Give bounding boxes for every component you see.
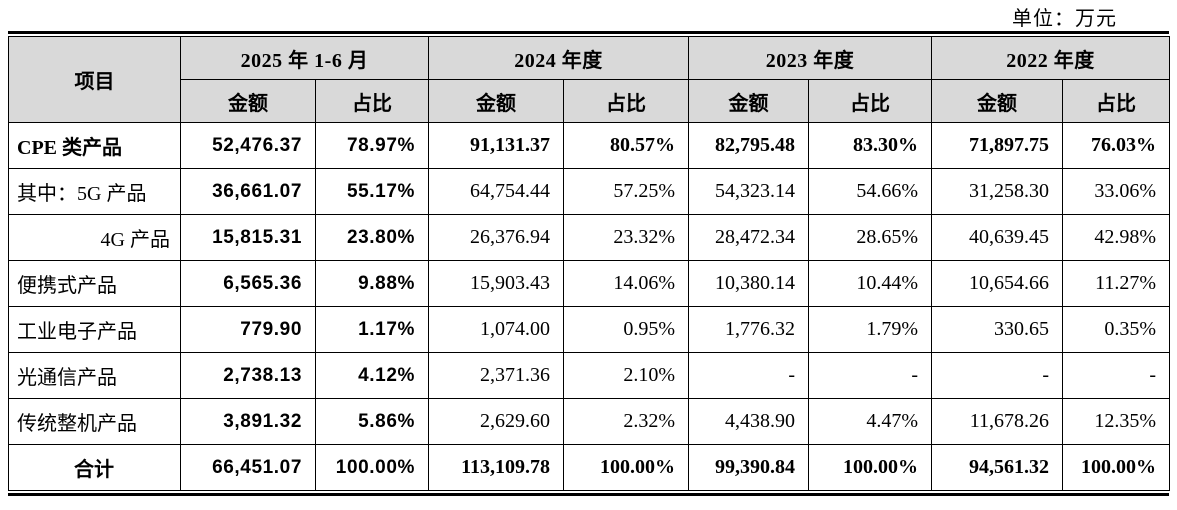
row-label: 合计: [8, 444, 181, 491]
amount-cell-2022: 71,897.75: [931, 122, 1064, 169]
amount-cell-2025h1: 2,738.13: [180, 352, 316, 399]
ratio-cell-2025h1: 1.17%: [314, 306, 430, 353]
row-label: 其中：5G 产品: [8, 168, 181, 215]
item-column-header: 项目: [8, 36, 181, 123]
year-header-2025h1: 2025 年 1-6 月: [179, 36, 430, 80]
amount-cell-2022: 10,654.66: [931, 260, 1064, 307]
ratio-cell-2024: 57.25%: [563, 168, 690, 215]
ratio-cell-2023: 1.79%: [808, 306, 933, 353]
amount-cell-2023: 28,472.34: [688, 214, 810, 261]
amount-cell-2023: 54,323.14: [688, 168, 810, 215]
amount-cell-2024: 26,376.94: [428, 214, 565, 261]
ratio-cell-2022: 12.35%: [1062, 398, 1171, 445]
ratio-cell-2022: 42.98%: [1062, 214, 1171, 261]
amount-cell-2025h1: 779.90: [180, 306, 316, 353]
ratio-header-2022: 占比: [1062, 79, 1171, 123]
ratio-cell-2024: 2.32%: [563, 398, 690, 445]
amount-cell-2024: 1,074.00: [428, 306, 565, 353]
amount-cell-2024: 15,903.43: [428, 260, 565, 307]
amount-cell-2025h1: 36,661.07: [180, 168, 316, 215]
ratio-cell-2022: 100.00%: [1062, 444, 1171, 491]
ratio-cell-2023: 100.00%: [808, 444, 933, 491]
ratio-cell-2023: 10.44%: [808, 260, 933, 307]
ratio-cell-2025h1: 100.00%: [314, 444, 430, 491]
amount-cell-2024: 2,371.36: [428, 352, 565, 399]
ratio-cell-2022: 76.03%: [1062, 122, 1171, 169]
header-row-years: 项目 2025 年 1-6 月 2024 年度 2023 年度 2022 年度: [8, 36, 1171, 123]
amount-cell-2025h1: 52,476.37: [180, 122, 316, 169]
table-row-legacy: 传统整机产品 3,891.32 5.86% 2,629.60 2.32% 4,4…: [8, 398, 1171, 445]
row-label: 光通信产品: [8, 352, 181, 399]
ratio-cell-2023: 54.66%: [808, 168, 933, 215]
row-label: CPE 类产品: [8, 122, 181, 169]
amount-cell-2022: 94,561.32: [931, 444, 1064, 491]
amount-cell-2022: -: [931, 352, 1064, 399]
amount-cell-2024: 2,629.60: [428, 398, 565, 445]
amount-cell-2023: 10,380.14: [688, 260, 810, 307]
ratio-cell-2023: -: [808, 352, 933, 399]
amount-cell-2023: 1,776.32: [688, 306, 810, 353]
ratio-cell-2024: 0.95%: [563, 306, 690, 353]
table-row-portable: 便携式产品 6,565.36 9.88% 15,903.43 14.06% 10…: [8, 260, 1171, 307]
row-label: 传统整机产品: [8, 398, 181, 445]
amount-cell-2023: 82,795.48: [688, 122, 810, 169]
ratio-cell-2022: -: [1062, 352, 1171, 399]
ratio-cell-2022: 0.35%: [1062, 306, 1171, 353]
ratio-cell-2023: 83.30%: [808, 122, 933, 169]
amount-cell-2024: 113,109.78: [428, 444, 565, 491]
ratio-header-2025h1: 占比: [314, 79, 430, 123]
amount-header-2022: 金额: [931, 79, 1064, 123]
row-label: 工业电子产品: [8, 306, 181, 353]
amount-cell-2025h1: 3,891.32: [180, 398, 316, 445]
ratio-cell-2025h1: 9.88%: [314, 260, 430, 307]
amount-cell-2023: 4,438.90: [688, 398, 810, 445]
ratio-header-2024: 占比: [563, 79, 690, 123]
ratio-cell-2025h1: 78.97%: [314, 122, 430, 169]
year-header-2023: 2023 年度: [688, 36, 933, 80]
revenue-composition-table: 项目 2025 年 1-6 月 2024 年度 2023 年度 2022 年度 …: [8, 36, 1171, 491]
ratio-cell-2022: 11.27%: [1062, 260, 1171, 307]
amount-cell-2023: 99,390.84: [688, 444, 810, 491]
amount-cell-2024: 91,131.37: [428, 122, 565, 169]
amount-cell-2025h1: 15,815.31: [180, 214, 316, 261]
table-row-cpe: CPE 类产品 52,476.37 78.97% 91,131.37 80.57…: [8, 122, 1171, 169]
ratio-cell-2022: 33.06%: [1062, 168, 1171, 215]
ratio-cell-2023: 4.47%: [808, 398, 933, 445]
ratio-cell-2024: 80.57%: [563, 122, 690, 169]
amount-header-2024: 金额: [428, 79, 565, 123]
table-row-total: 合计 66,451.07 100.00% 113,109.78 100.00% …: [8, 444, 1171, 491]
ratio-cell-2024: 14.06%: [563, 260, 690, 307]
amount-cell-2022: 11,678.26: [931, 398, 1064, 445]
amount-cell-2022: 330.65: [931, 306, 1064, 353]
row-label: 便携式产品: [8, 260, 181, 307]
amount-cell-2024: 64,754.44: [428, 168, 565, 215]
table-row-industrial: 工业电子产品 779.90 1.17% 1,074.00 0.95% 1,776…: [8, 306, 1171, 353]
ratio-cell-2024: 100.00%: [563, 444, 690, 491]
ratio-cell-2024: 23.32%: [563, 214, 690, 261]
year-header-2022: 2022 年度: [931, 36, 1171, 80]
ratio-cell-2025h1: 4.12%: [314, 352, 430, 399]
amount-cell-2023: -: [688, 352, 810, 399]
amount-cell-2022: 31,258.30: [931, 168, 1064, 215]
amount-cell-2025h1: 66,451.07: [180, 444, 316, 491]
row-label: 4G 产品: [8, 214, 181, 261]
table-row-optical: 光通信产品 2,738.13 4.12% 2,371.36 2.10% - - …: [8, 352, 1171, 399]
table-row-5g: 其中：5G 产品 36,661.07 55.17% 64,754.44 57.2…: [8, 168, 1171, 215]
table-row-4g: 4G 产品 15,815.31 23.80% 26,376.94 23.32% …: [8, 214, 1171, 261]
ratio-cell-2023: 28.65%: [808, 214, 933, 261]
ratio-cell-2025h1: 23.80%: [314, 214, 430, 261]
ratio-cell-2025h1: 5.86%: [314, 398, 430, 445]
header-row-sub: 金额 占比 金额 占比 金额 占比 金额 占比: [9, 79, 1171, 123]
unit-label: 单位：万元: [1012, 8, 1117, 30]
ratio-cell-2024: 2.10%: [563, 352, 690, 399]
ratio-cell-2025h1: 55.17%: [314, 168, 430, 215]
ratio-header-2023: 占比: [808, 79, 933, 123]
table-border-frame: 项目 2025 年 1-6 月 2024 年度 2023 年度 2022 年度 …: [8, 31, 1171, 496]
year-header-2024: 2024 年度: [428, 36, 690, 80]
amount-cell-2022: 40,639.45: [931, 214, 1064, 261]
amount-header-2025h1: 金额: [180, 79, 316, 123]
amount-header-2023: 金额: [688, 79, 810, 123]
amount-cell-2025h1: 6,565.36: [180, 260, 316, 307]
